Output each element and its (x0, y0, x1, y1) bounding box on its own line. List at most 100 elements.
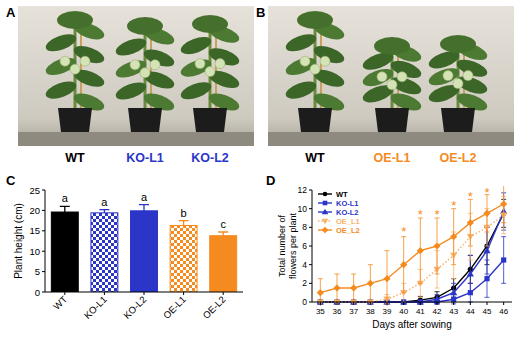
x-tick-label: KO-L1 (82, 294, 109, 321)
x-tick-label: 44 (466, 307, 475, 316)
fruit (195, 59, 205, 69)
x-tick (453, 302, 454, 305)
leaf (44, 31, 79, 55)
leaf (192, 15, 228, 33)
fruit (453, 79, 463, 89)
fruit (377, 72, 387, 82)
x-tick-label: OE-L1 (161, 294, 188, 321)
pot (441, 108, 475, 132)
pot (375, 108, 409, 132)
legend-label: KO-L2 (336, 208, 359, 217)
marker (333, 284, 340, 291)
x-tick-label: 45 (483, 307, 492, 316)
fruit (215, 59, 225, 69)
bar (210, 236, 237, 292)
caption: KO-L1 (126, 151, 164, 165)
axis-title-line: Total number of (277, 214, 287, 277)
series-line (320, 204, 503, 293)
x-tick-label: 43 (449, 307, 458, 316)
x-tick (503, 302, 504, 305)
x-tick-label: 39 (383, 307, 392, 316)
axis-title: Plant height (cm) (13, 203, 24, 279)
y-tick-label: 0 (35, 287, 40, 298)
y-tick-label: 25 (29, 185, 40, 196)
marker (417, 247, 424, 254)
x-tick-label: 42 (433, 307, 442, 316)
fruit (300, 56, 310, 66)
leaf (142, 46, 177, 70)
x-tick-label: 40 (399, 307, 408, 316)
x-tick (370, 302, 371, 305)
leaf (127, 17, 163, 35)
panel-label: D (266, 173, 275, 188)
legend-label: OE_L2 (336, 226, 360, 235)
x-tick (420, 302, 421, 305)
x-tick (437, 302, 438, 305)
plant (361, 37, 424, 132)
pot (193, 108, 227, 132)
shelf (268, 132, 514, 146)
marker (433, 242, 440, 249)
plant (179, 15, 242, 132)
panel-label: A (6, 5, 16, 20)
x-tick (487, 302, 488, 305)
y-tick (42, 292, 45, 293)
error-bar (501, 237, 506, 284)
x-tick-label: 41 (416, 307, 425, 316)
caption: OE-L1 (374, 151, 411, 165)
y-tick (309, 264, 312, 265)
marker (322, 219, 329, 225)
fruit (443, 71, 453, 81)
fruit (320, 56, 330, 66)
marker (483, 247, 490, 253)
significance-star: * (401, 224, 406, 239)
x-tick-label: 38 (366, 307, 375, 316)
bar (91, 213, 118, 292)
leaf (312, 43, 347, 67)
fruit (60, 56, 70, 66)
significance-letter: b (181, 207, 187, 219)
fruit (140, 68, 150, 78)
y-tick (309, 283, 312, 284)
fruit (387, 80, 397, 90)
panel-label: B (256, 5, 265, 20)
marker (500, 200, 507, 207)
fruit (80, 56, 90, 66)
x-tick (320, 302, 321, 305)
leaf (440, 35, 476, 53)
x-axis (45, 292, 243, 293)
y-tick (42, 271, 45, 272)
leaf (179, 79, 214, 103)
bar (170, 225, 197, 292)
bar-chart: aWTaKO-L1aKO-L2bOE-L1cOE-L20510152025Pla… (13, 185, 243, 321)
bar (51, 212, 78, 292)
significance-letter: a (101, 196, 108, 208)
marker (450, 289, 457, 295)
leaf (207, 45, 242, 69)
y-tick-label: 8 (302, 222, 307, 232)
axis-title: Days after sowing (372, 319, 451, 330)
legend-label: WT (336, 190, 348, 199)
fruit (150, 60, 160, 70)
marker (467, 270, 474, 276)
y-tick-label: 4 (302, 260, 307, 270)
leaf (284, 78, 319, 102)
significance-star: * (484, 185, 489, 200)
marker (323, 201, 328, 206)
marker (350, 284, 357, 291)
marker (484, 276, 489, 281)
figure: AWTKO-L1KO-L2BWTOE-L1OE-L2CaWTaKO-L1aKO-… (0, 0, 520, 348)
photo-panel (268, 6, 514, 146)
photo-background (18, 6, 254, 146)
y-tick (309, 227, 312, 228)
marker (322, 227, 329, 234)
pot (298, 108, 332, 132)
marker (383, 275, 390, 282)
y-tick-label: 10 (298, 204, 308, 214)
leaf (179, 34, 214, 58)
plant (44, 11, 107, 132)
plant (427, 35, 490, 132)
significance-letter: a (62, 192, 69, 204)
y-tick-label: 12 (298, 185, 308, 195)
marker (483, 210, 490, 217)
